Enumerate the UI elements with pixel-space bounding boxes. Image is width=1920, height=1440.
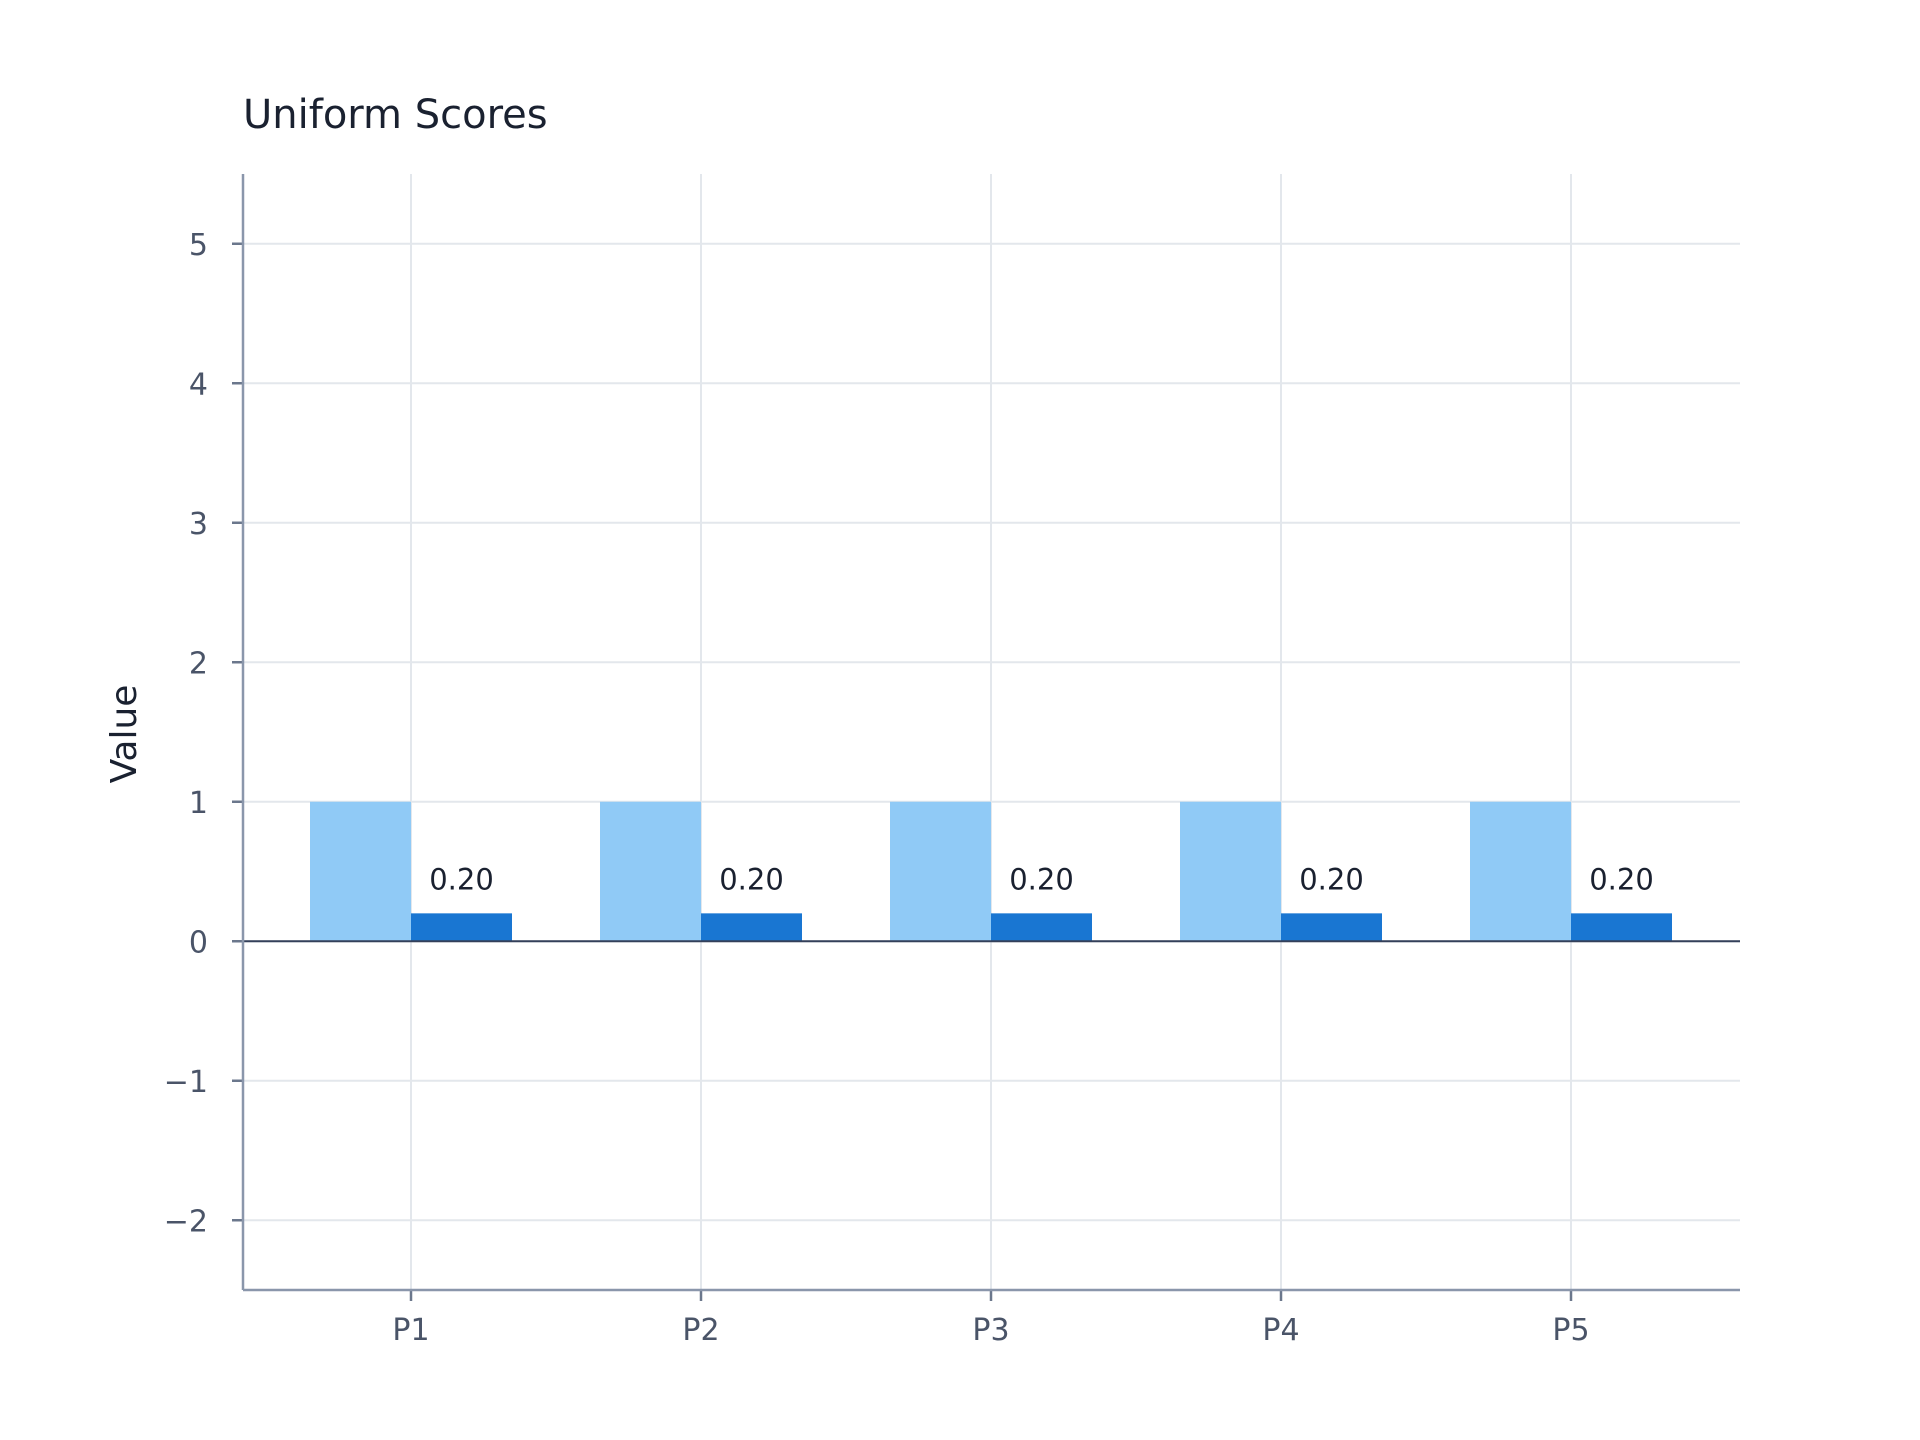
- bar-data-label: 0.20: [719, 862, 784, 896]
- x-tick-label: P5: [1552, 1313, 1589, 1348]
- bar-series-2: [1281, 913, 1382, 942]
- bar-data-label: 0.20: [1299, 862, 1364, 896]
- x-tick-label: P3: [972, 1313, 1009, 1348]
- y-tick-label: −2: [164, 1204, 208, 1239]
- bar-series-1: [1180, 801, 1281, 942]
- labels: −2 −1 0 1 2 3 4 5 P1 P2 P3 P4 P5 0.20 0.20 0.20 0.20 0.20: [164, 228, 1654, 1348]
- y-tick-label: 0: [189, 925, 208, 960]
- bar-series-1: [1470, 801, 1571, 942]
- y-tick-label: −1: [164, 1065, 208, 1100]
- y-axis-label: Value: [104, 685, 145, 784]
- bar-series-1: [310, 801, 411, 942]
- bar-series-1: [890, 801, 991, 942]
- y-tick-label: 3: [189, 507, 208, 542]
- bars: [310, 801, 1672, 942]
- y-tick-label: 4: [189, 367, 208, 402]
- y-tick-label: 2: [189, 646, 208, 681]
- x-tick-label: P2: [682, 1313, 719, 1348]
- bar-series-2: [701, 913, 802, 942]
- axes: [232, 174, 1740, 1301]
- bar-data-label: 0.20: [1009, 862, 1074, 896]
- bar-series-2: [411, 913, 512, 942]
- bar-data-label: 0.20: [429, 862, 494, 896]
- bar-series-2: [1571, 913, 1672, 942]
- x-tick-label: P1: [392, 1313, 429, 1348]
- bar-series-1: [600, 801, 701, 942]
- bar-series-2: [991, 913, 1092, 942]
- chart-title: Uniform Scores: [243, 92, 548, 138]
- x-tick-label: P4: [1262, 1313, 1299, 1348]
- grid: [243, 174, 1740, 1290]
- y-tick-label: 5: [189, 228, 208, 263]
- y-tick-label: 1: [189, 786, 208, 821]
- bar-data-label: 0.20: [1589, 862, 1654, 896]
